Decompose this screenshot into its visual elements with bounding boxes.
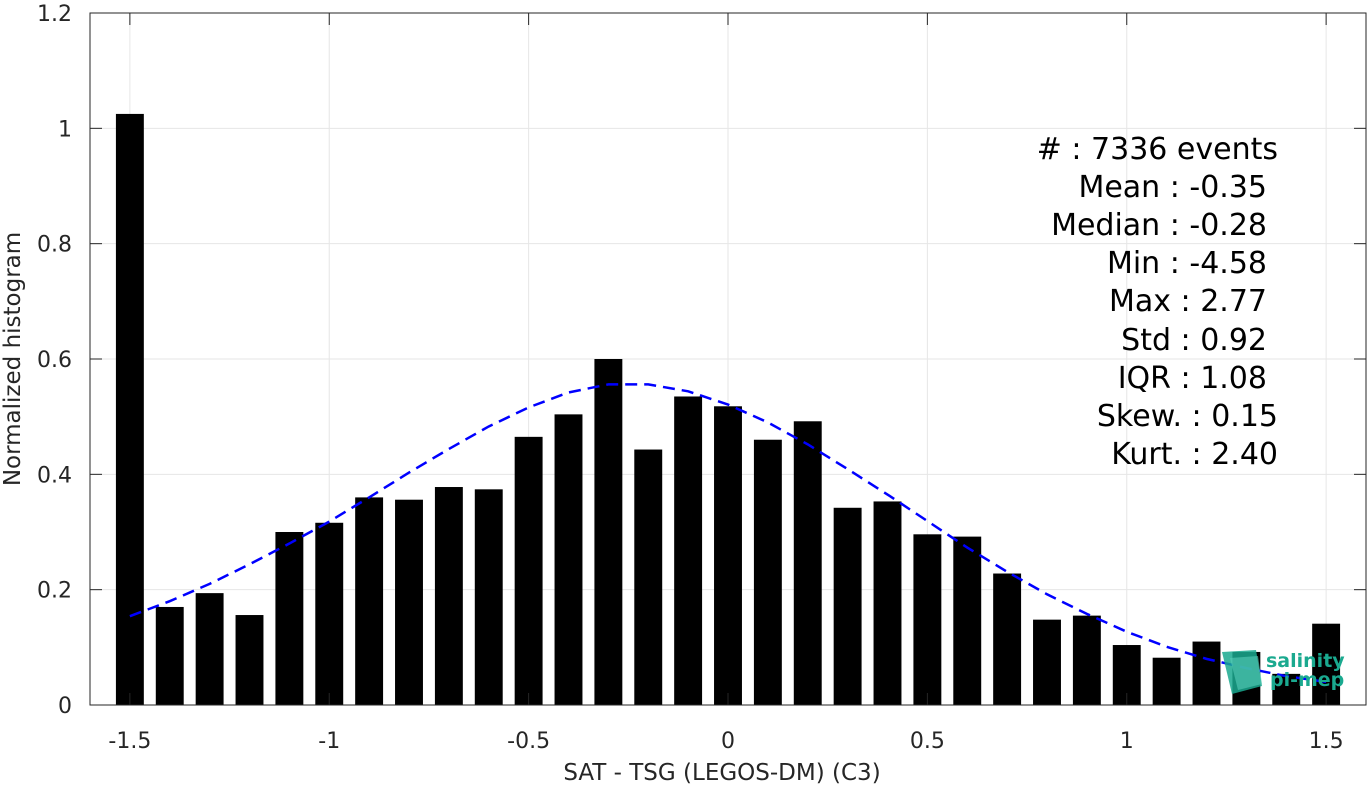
histogram-bar [554, 414, 583, 705]
histogram-bar [434, 487, 463, 705]
histogram-bar [514, 436, 543, 705]
histogram-bar [155, 606, 184, 705]
stat-kurt: Kurt. : 2.40 [1111, 437, 1278, 472]
x-tick-label: 0 [721, 729, 735, 754]
statistics-annotation: # : 7336 events Mean : -0.35 Median : -0… [1037, 132, 1278, 472]
y-tick-label: 1.2 [37, 2, 72, 27]
y-tick-label: 0.6 [37, 348, 72, 373]
x-tick-label: -1 [318, 729, 340, 754]
histogram-bar [115, 113, 144, 705]
histogram-bar [315, 522, 344, 705]
gaussian-fit-curve [129, 383, 1327, 684]
histogram-bar [1312, 623, 1341, 705]
stat-iqr: IQR : 1.08 [1118, 361, 1267, 396]
histogram-bar [594, 359, 623, 705]
histogram-bar [953, 536, 982, 705]
histogram-bar [674, 396, 703, 705]
x-tick-label: 1.5 [1309, 729, 1344, 754]
logo-text-line2: pi-mep [1270, 669, 1344, 691]
x-tick-label: 1 [1120, 729, 1134, 754]
histogram-bar [195, 593, 224, 705]
histogram-bar [1272, 673, 1301, 705]
y-tick-label: 1 [58, 117, 72, 142]
x-tick-label: -0.5 [507, 729, 550, 754]
histogram-bar [753, 439, 782, 705]
histogram-bar [275, 532, 304, 705]
histogram-bar [395, 499, 423, 705]
y-tick-label: 0.2 [37, 579, 72, 604]
x-tick-label: 0.5 [910, 729, 945, 754]
logo-mark-highlight-icon [1230, 656, 1262, 690]
y-tick-label: 0 [58, 694, 72, 719]
histogram-bar [355, 497, 384, 705]
histogram-bar [1033, 619, 1061, 705]
histogram-bar [793, 421, 822, 705]
fit-curve-layer [129, 383, 1327, 684]
stat-median: Median : -0.28 [1051, 208, 1267, 243]
stat-std: Std : 0.92 [1121, 323, 1267, 358]
histogram-bar [235, 615, 264, 705]
histogram-bar [993, 573, 1022, 705]
salinity-pimep-logo: salinity pi-mep [1222, 650, 1345, 694]
histogram-bar [1152, 657, 1181, 705]
histogram-bar [873, 501, 902, 705]
y-tick-label: 0.4 [37, 463, 72, 488]
y-axis-label: Normalized histogram [0, 232, 26, 486]
histogram-bar [1072, 615, 1101, 705]
histogram-bar [714, 406, 742, 705]
stat-min: Min : -4.58 [1107, 246, 1267, 281]
stat-max: Max : 2.77 [1109, 284, 1267, 319]
stat-mean: Mean : -0.35 [1078, 170, 1267, 205]
histogram-bar [634, 449, 663, 705]
histogram-bar [474, 489, 503, 705]
bars-layer [115, 113, 1341, 705]
axes-frame [89, 12, 1367, 706]
histogram-bar [913, 534, 942, 705]
stat-skew: Skew. : 0.15 [1097, 399, 1278, 434]
tick-labels: -1.5 -1 -0.5 0 0.5 1 1.5 0 0.2 0.4 0.6 0.8 1 1.2 [37, 2, 1344, 754]
histogram-bar [833, 507, 862, 705]
y-tick-label: 0.8 [37, 233, 72, 258]
stat-events: # : 7336 events [1037, 132, 1278, 167]
x-tick-label: -1.5 [108, 729, 151, 754]
x-axis-label: SAT - TSG (LEGOS-DM) (C3) [563, 760, 880, 785]
histogram-bar [1192, 641, 1221, 705]
logo-text-line1: salinity [1266, 650, 1345, 672]
